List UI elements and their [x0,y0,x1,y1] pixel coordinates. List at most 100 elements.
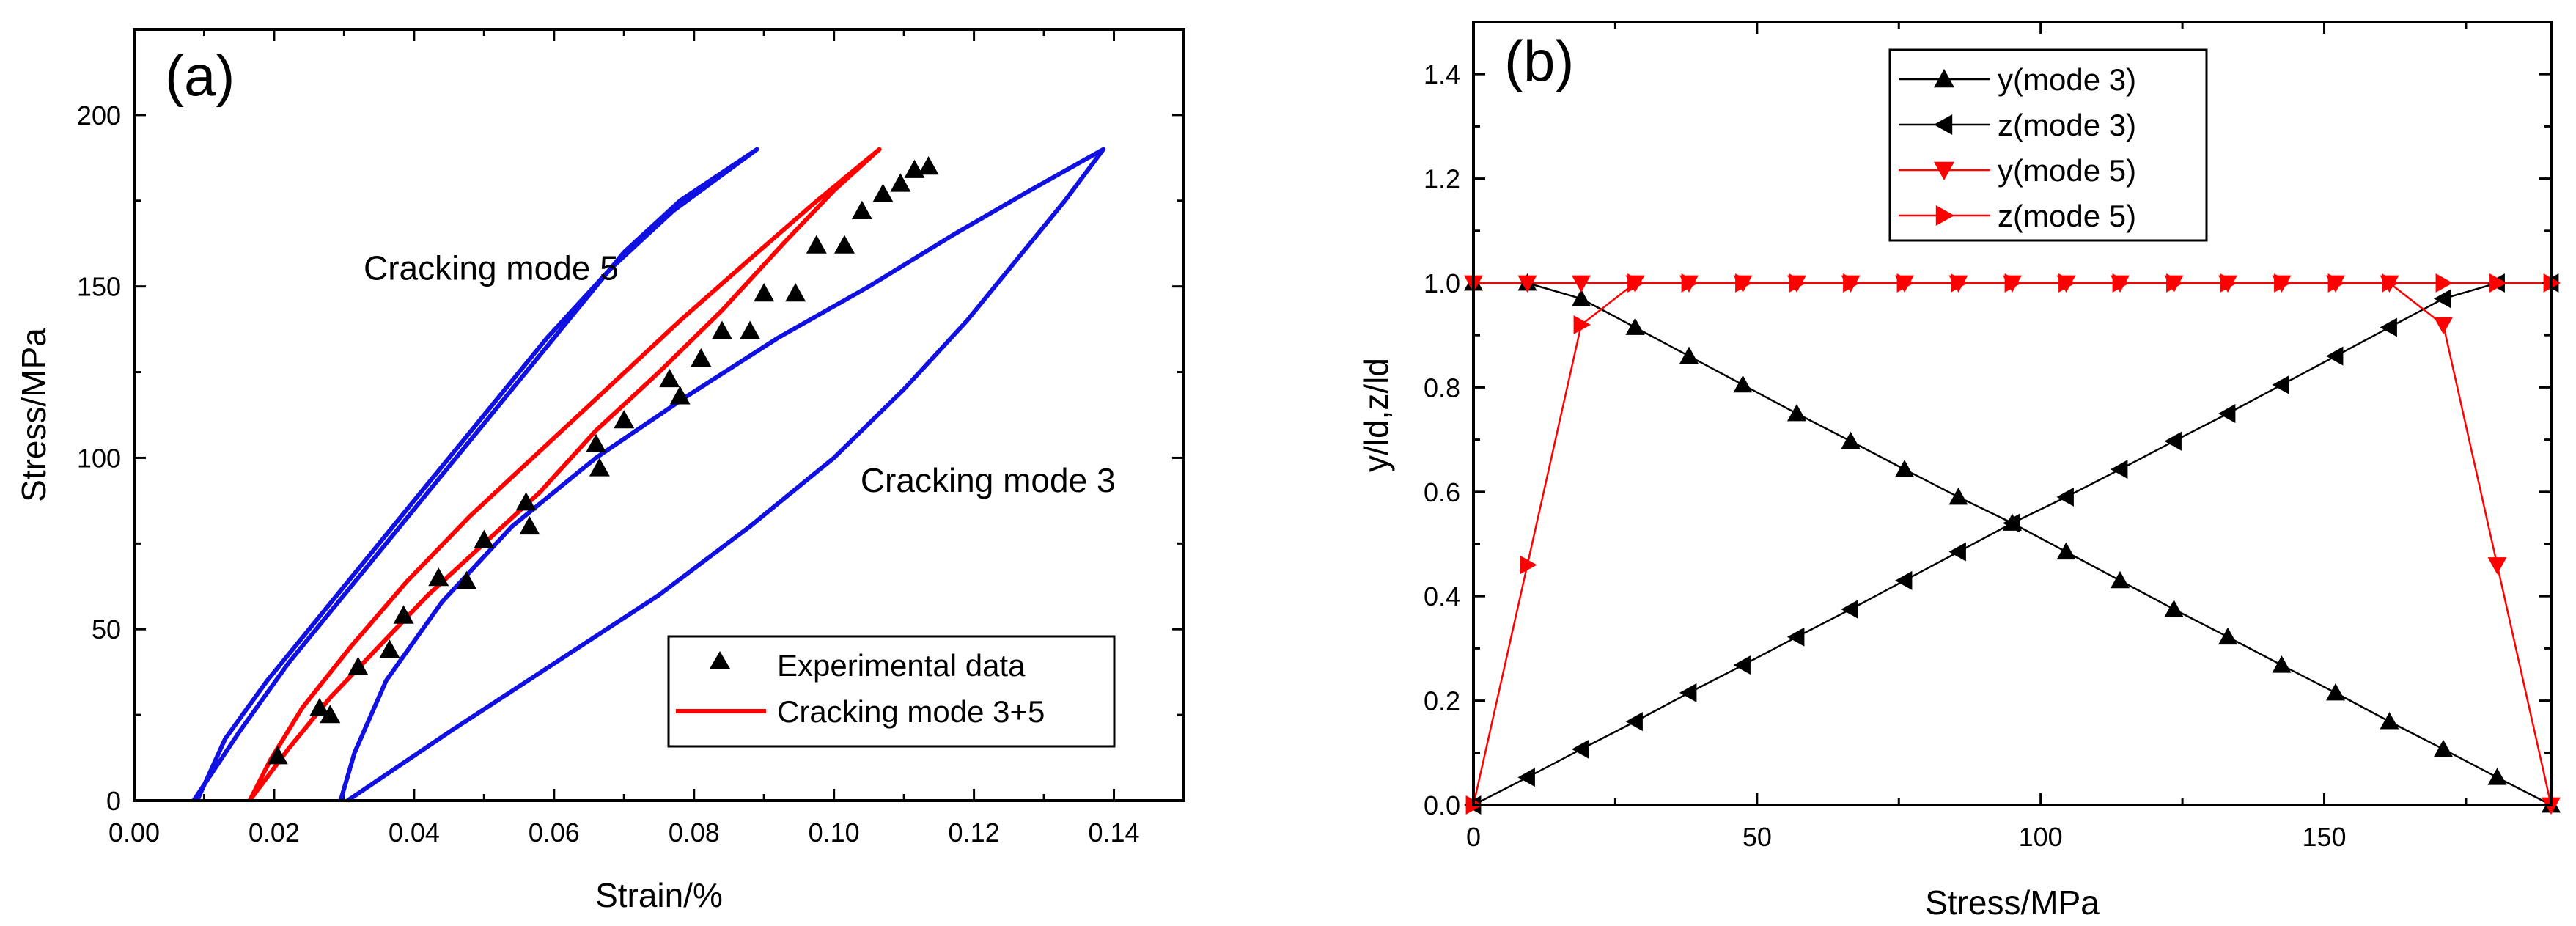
panel-b-point-y-mode-3 [1625,317,1645,335]
panel-a-experimental-point [659,368,680,388]
panel-b-legend-label: z(mode 5) [1998,199,2136,233]
panel-a-x-tick-label: 0.00 [108,817,160,848]
panel-b-point-z-mode-5 [2058,273,2076,293]
panel-b-point-z-mode-3 [1733,655,1751,675]
panel-a-x-axis-label: Strain/% [595,876,723,914]
panel-b-x-tick-label: 50 [1743,822,1772,852]
panel-b-point-z-mode-3 [2434,289,2451,309]
panel-b-legend-box [1888,48,2208,242]
panel-b-point-y-mode-3 [2164,600,2184,617]
panel-a-experimental-point [379,639,400,658]
panel-b-point-z-mode-3 [2003,513,2020,533]
panel-b-point-z-mode-5 [1627,273,1645,293]
panel-b-y-tick-label: 0.6 [1424,477,1460,507]
panel-a-x-tick-label: 0.08 [669,817,720,848]
panel-a-experimental-point [309,697,330,716]
panel-a-ticks: 0.00 0.02 0.04 0.06 0.08 0.10 0.12 0.14 0 50 100 15… [77,29,1184,848]
panel-b-point-z-mode-3 [1787,627,1805,647]
panel-b-point-z-mode-3 [1679,683,1697,702]
panel-b-point-z-mode-5 [1735,273,1753,293]
panel-a-legend: Experimental data Cracking mode 3+5 [667,635,1116,748]
panel-b-point-z-mode-5 [2220,273,2237,293]
panel-b-point-z-mode-5 [1843,273,1861,293]
panel-a-experimental-point [614,410,635,429]
panel-b-frame [1472,21,2553,806]
panel-b-point-z-mode-5 [2166,273,2184,293]
panel-b-point-z-mode-5 [2435,273,2453,293]
panel-b-label: (b) [1504,29,1574,93]
panel-b-point-z-mode-3 [2164,431,2182,451]
panel-b-point-z-mode-3 [2326,346,2344,366]
panel-a-experimental-point [515,492,537,511]
panel-b-point-z-mode-3 [2056,487,2074,507]
panel-b-point-z-mode-3 [1625,712,1643,732]
panel-a-experimental-point [806,235,827,254]
panel-b-point-y-mode-3 [1895,460,1914,477]
panel-b-point-y-mode-5 [1517,275,1537,293]
panel-a-experimental-point [428,567,449,587]
panel-b-legend: y(mode 3) z(mode 3) y(mode 5) z(mode 5) [1888,48,2208,242]
panel-a-experimental-point [320,705,341,724]
panel-b-point-z-mode-5 [2112,273,2130,293]
panel-b-point-y-mode-3 [2272,655,2292,673]
panel-b-point-z-mode-5 [2382,273,2399,293]
panel-b-point-z-mode-3 [1572,739,1589,759]
panel-b-point-z-mode-5 [1681,273,1699,293]
panel-b-y-tick-label: 0.8 [1424,372,1460,403]
panel-b-point-y-mode-5 [2434,317,2453,334]
panel-a-experimental-point [347,656,369,675]
panel-a-experimental-point [691,348,712,367]
panel-b-point-y-mode-3 [2056,542,2076,560]
panel-a-x-tick-label: 0.04 [389,817,440,848]
panel-b-point-y-mode-3 [1733,375,1753,393]
panel-a-experimental-point [890,173,911,192]
panel-b-point-y-mode-3 [2111,570,2130,589]
panel-a-curve-cracking-mode-3 [338,147,1106,803]
panel-a-experimental-point [267,746,288,765]
panel-b-point-z-mode-5 [1520,555,1537,575]
panel-a-experimental-point [833,235,855,254]
panel-a-legend-box [667,635,1116,748]
panel-b-point-z-mode-5 [1951,273,1968,293]
panel-a-y-tick-label: 200 [77,100,121,131]
panel-b-point-y-mode-3 [1948,487,1968,505]
panel-b-point-y-mode-5 [2487,557,2507,575]
panel-a-experimental-point [785,283,806,302]
panel-a-series [191,147,1106,803]
panel-a-experimental-point [740,320,761,339]
panel-b-point-z-mode-3 [2218,404,2236,423]
panel-a-y-tick-label: 0 [106,786,121,816]
panel-b-point-y-mode-3 [1787,404,1806,422]
panel-a-experimental-point [711,320,732,339]
panel-b-chart: 0 50 100 150 0.0 0.2 0.4 0.6 0.8 1.0 1.2 1.4 (b) St… [1357,21,2561,922]
panel-a-x-tick-label: 0.12 [949,817,1000,848]
panel-a-experimental-point [393,605,414,624]
panel-b-x-tick-label: 0 [1466,822,1481,852]
panel-a-experimental-point [519,515,540,535]
panel-a-annotation-mode5: Cracking mode 5 [364,249,619,287]
panel-b-legend-label: z(mode 3) [1998,108,2136,142]
panel-b-point-y-mode-3 [1679,346,1699,364]
panel-a-frame [133,28,1185,802]
panel-b-y-axis-label: y/ld,z/ld [1357,358,1395,472]
panel-b-point-y-mode-3 [2487,768,2507,785]
panel-a-experimental-point [851,200,872,220]
panel-b-point-z-mode-3 [1517,768,1535,787]
panel-a-experimental-point [456,570,477,589]
panel-b-point-y-mode-3 [2434,739,2453,757]
panel-a-x-tick-label: 0.10 [809,817,860,848]
panel-b-x-tick-label: 100 [2019,822,2063,852]
panel-a-curve-cracking-mode-3-5 [247,147,882,802]
panel-a-y-axis-label: Stress/MPa [15,328,53,502]
panel-b-point-z-mode-3 [1948,542,1966,562]
panel-a-experimental-point [669,386,691,405]
panel-b-point-z-mode-5 [1573,315,1591,334]
panel-a-y-tick-label: 100 [77,443,121,473]
panel-a-experimental-point [872,183,894,202]
panel-b-point-z-mode-3 [1895,570,1913,590]
panel-b-point-z-mode-5 [2489,273,2507,293]
panel-b-legend-marker [1934,161,1954,180]
panel-a-y-tick-label: 150 [77,272,121,302]
panel-b-y-tick-label: 1.0 [1424,268,1460,298]
